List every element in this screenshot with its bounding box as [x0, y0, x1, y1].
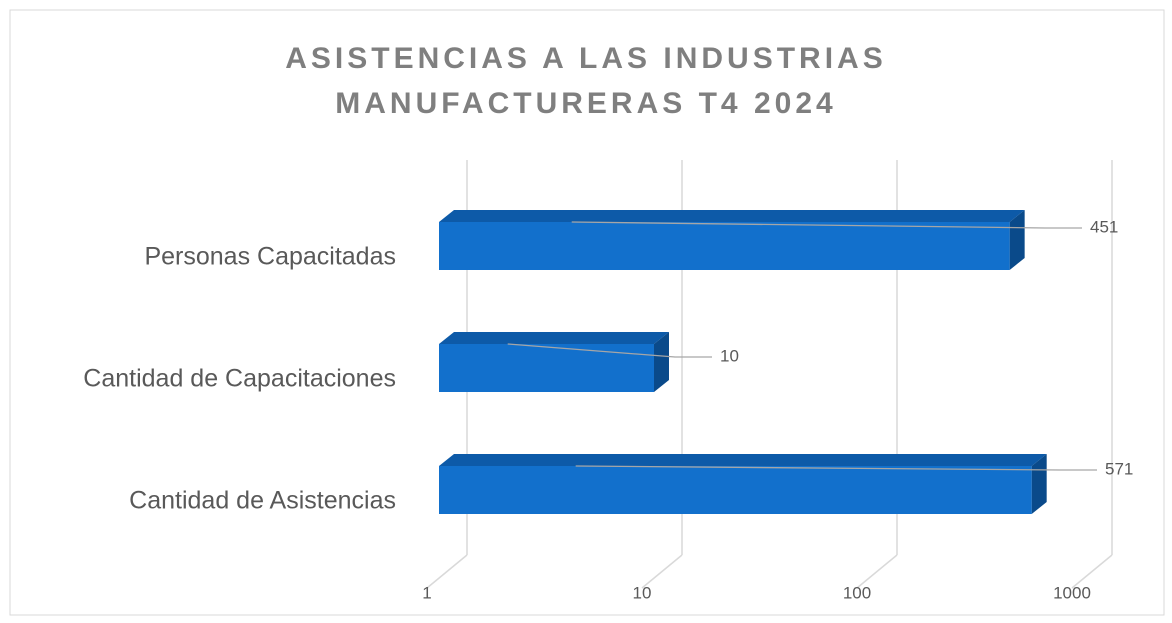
data-label: 10	[720, 346, 739, 365]
bar	[439, 222, 1010, 270]
x-tick-label: 1000	[1053, 583, 1091, 602]
floor-line	[1071, 554, 1113, 589]
chart-border	[9, 9, 1165, 616]
x-tick-label: 1	[422, 583, 431, 602]
leader-line	[507, 343, 712, 358]
floor-line	[426, 554, 468, 589]
category-label: Personas Capacitadas	[144, 243, 396, 271]
x-tick-label: 100	[843, 583, 871, 602]
leader-line	[571, 221, 1082, 229]
bar-top	[439, 454, 1047, 466]
bar-top	[439, 210, 1025, 222]
bar-side	[1031, 454, 1047, 514]
category-label: Cantidad de Capacitaciones	[83, 365, 396, 393]
bar	[439, 466, 1032, 514]
floor-line	[641, 554, 683, 589]
leader-line	[575, 465, 1097, 471]
bar-top	[439, 332, 669, 344]
data-label: 451	[1090, 217, 1118, 236]
x-tick-label: 10	[633, 583, 652, 602]
bar-side	[1009, 210, 1025, 270]
data-label: 571	[1105, 459, 1133, 478]
category-label: Cantidad de Asistencias	[129, 487, 396, 515]
bar	[439, 344, 654, 392]
bar-side	[654, 332, 669, 392]
floor-line	[856, 554, 898, 589]
chart-title: ASISTENCIAS A LAS INDUSTRIAS MANUFACTURE…	[285, 42, 887, 120]
